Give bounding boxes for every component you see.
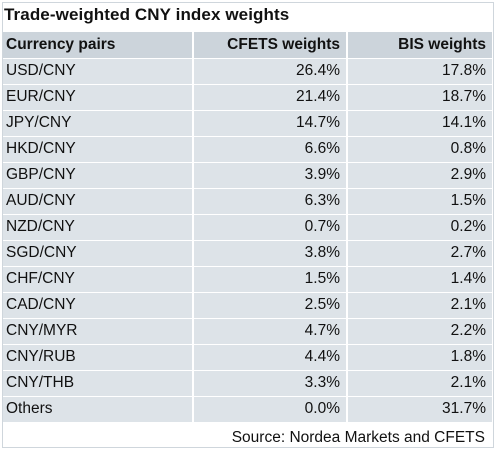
cfets-weight-cell: 2.5% [193,292,348,319]
cfets-weight-cell: 4.7% [193,318,348,345]
table-row: CNY/RUB 4.4% 1.8% [3,344,492,371]
cfets-weight-cell: 0.7% [193,214,348,241]
bis-weight-cell: 1.8% [347,344,492,371]
cfets-weight-cell: 4.4% [193,344,348,371]
bis-weight-cell: 1.4% [347,266,492,293]
cfets-weight-cell: 3.3% [193,370,348,397]
bis-weight-cell: 14.1% [347,110,492,137]
weights-table: Currency pairs CFETS weights BIS weights… [3,32,492,423]
header-row: Currency pairs CFETS weights BIS weights [3,32,492,59]
currency-pair-cell: EUR/CNY [3,84,194,111]
header-bis-weights: BIS weights [347,32,492,59]
table-row: GBP/CNY 3.9% 2.9% [3,162,492,189]
table-frame [2,2,494,448]
cfets-weight-cell: 6.6% [193,136,348,163]
currency-pair-cell: JPY/CNY [3,110,194,137]
bis-weight-cell: 17.8% [347,58,492,85]
cfets-weight-cell: 0.0% [193,396,348,423]
table-title: Trade-weighted CNY index weights [4,5,290,24]
currency-pair-cell: CAD/CNY [3,292,194,319]
bis-weight-cell: 2.2% [347,318,492,345]
cfets-weight-cell: 1.5% [193,266,348,293]
table-row: HKD/CNY 6.6% 0.8% [3,136,492,163]
header-currency-pairs: Currency pairs [3,32,194,59]
bis-weight-cell: 1.5% [347,188,492,215]
table-row: USD/CNY 26.4% 17.8% [3,58,492,85]
currency-pair-cell: Others [3,396,194,423]
table-row: AUD/CNY 6.3% 1.5% [3,188,492,215]
cfets-weight-cell: 14.7% [193,110,348,137]
cfets-weight-cell: 3.8% [193,240,348,267]
table-row: JPY/CNY 14.7% 14.1% [3,110,492,137]
table-row: SGD/CNY 3.8% 2.7% [3,240,492,267]
source-note: Source: Nordea Markets and CFETS [231,429,485,446]
bis-weight-cell: 31.7% [347,396,492,423]
table-row: NZD/CNY 0.7% 0.2% [3,214,492,241]
table-row: Others 0.0% 31.7% [3,396,492,423]
currency-pair-cell: AUD/CNY [3,188,194,215]
cfets-weight-cell: 26.4% [193,58,348,85]
currency-pair-cell: CHF/CNY [3,266,194,293]
currency-pair-cell: SGD/CNY [3,240,194,267]
cfets-weight-cell: 21.4% [193,84,348,111]
currency-pair-cell: CNY/MYR [3,318,194,345]
bis-weight-cell: 2.1% [347,292,492,319]
bis-weight-cell: 0.2% [347,214,492,241]
bis-weight-cell: 0.8% [347,136,492,163]
currency-pair-cell: NZD/CNY [3,214,194,241]
currency-pair-cell: CNY/RUB [3,344,194,371]
currency-pair-cell: GBP/CNY [3,162,194,189]
bis-weight-cell: 2.9% [347,162,492,189]
currency-pair-cell: USD/CNY [3,58,194,85]
currency-pair-cell: HKD/CNY [3,136,194,163]
currency-pair-cell: CNY/THB [3,370,194,397]
table-body: USD/CNY 26.4% 17.8% EUR/CNY 21.4% 18.7% JPY/CN… [3,58,492,423]
table-row: CHF/CNY 1.5% 1.4% [3,266,492,293]
header-cfets-weights: CFETS weights [193,32,348,59]
table-row: CNY/THB 3.3% 2.1% [3,370,492,397]
table-row: EUR/CNY 21.4% 18.7% [3,84,492,111]
bis-weight-cell: 18.7% [347,84,492,111]
bis-weight-cell: 2.1% [347,370,492,397]
bis-weight-cell: 2.7% [347,240,492,267]
cfets-weight-cell: 3.9% [193,162,348,189]
table-row: CNY/MYR 4.7% 2.2% [3,318,492,345]
cfets-weight-cell: 6.3% [193,188,348,215]
table-row: CAD/CNY 2.5% 2.1% [3,292,492,319]
